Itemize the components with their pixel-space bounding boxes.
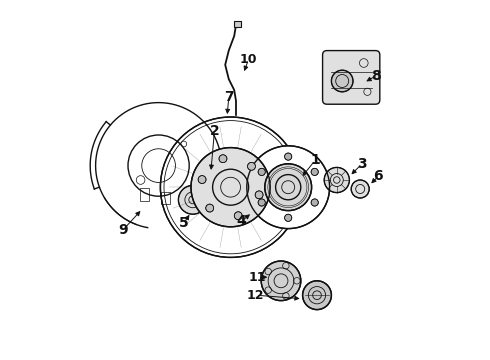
Text: 12: 12 (247, 289, 265, 302)
Circle shape (324, 167, 349, 193)
Text: 6: 6 (373, 170, 383, 183)
Circle shape (178, 185, 207, 214)
Text: 7: 7 (224, 90, 234, 104)
Circle shape (258, 168, 265, 175)
Circle shape (303, 281, 331, 310)
Circle shape (311, 168, 318, 175)
Circle shape (261, 261, 301, 301)
Circle shape (285, 153, 292, 160)
Text: 5: 5 (179, 216, 189, 230)
Circle shape (265, 164, 312, 211)
Circle shape (351, 180, 369, 198)
Text: 8: 8 (371, 69, 381, 82)
Circle shape (331, 70, 353, 92)
Circle shape (160, 117, 301, 257)
Text: 3: 3 (357, 157, 367, 171)
Circle shape (285, 214, 292, 221)
Circle shape (247, 146, 330, 229)
Circle shape (247, 162, 255, 170)
Text: 1: 1 (310, 153, 320, 167)
Circle shape (234, 212, 242, 220)
Circle shape (191, 148, 270, 227)
Circle shape (206, 204, 214, 212)
Circle shape (311, 199, 318, 206)
Text: 2: 2 (210, 125, 220, 138)
Circle shape (255, 191, 263, 199)
Text: 11: 11 (249, 271, 267, 284)
Circle shape (258, 199, 265, 206)
Circle shape (219, 155, 227, 163)
Text: 9: 9 (118, 224, 127, 237)
FancyBboxPatch shape (234, 21, 242, 27)
FancyBboxPatch shape (322, 50, 380, 104)
Circle shape (194, 172, 221, 199)
Circle shape (198, 176, 206, 184)
Text: 10: 10 (240, 53, 257, 66)
Text: 4: 4 (237, 215, 246, 228)
